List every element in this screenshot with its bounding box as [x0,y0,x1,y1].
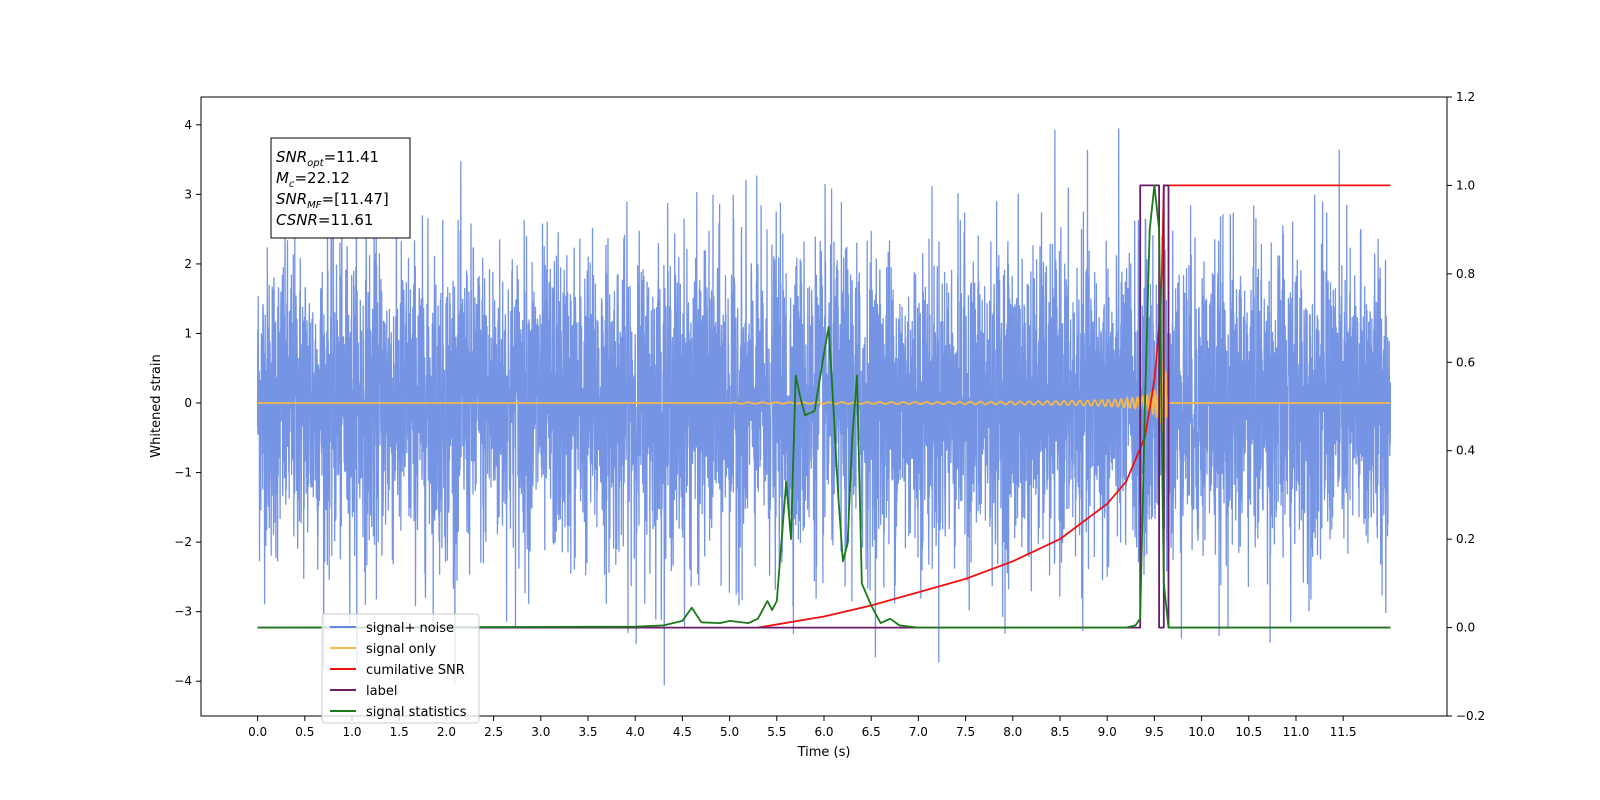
x-tick-label: 4.5 [673,725,692,739]
legend-entry-label: signal+ noise [366,621,454,636]
series-signal-only-line [257,235,1391,478]
y-tick-label: −2 [174,535,192,549]
x-tick-label: 3.0 [531,725,550,739]
series-signal-noise-line [256,128,1392,686]
x-tick-label: 4.0 [626,725,645,739]
legend-entry-label: cumilative SNR [366,663,465,678]
y2-tick-label: 0.8 [1456,267,1475,281]
info-annotation: SNRopt=11.41Mc=22.12SNRMF=[11.47]CSNR=11… [270,137,411,239]
x-tick-label: 11.5 [1330,725,1357,739]
legend-entry-label: signal only [366,642,436,657]
x-tick-label: 0.5 [295,725,314,739]
y-tick-label: −4 [174,674,192,688]
x-tick-label: 6.5 [862,725,881,739]
y-tick-label: −1 [174,466,192,480]
y-tick-label: 0 [184,396,192,410]
y-axis-label: Whitened strain [149,354,164,457]
info-box [270,137,411,239]
x-tick-label: 7.5 [956,725,975,739]
x-tick-label: 8.5 [1050,725,1069,739]
info-line: CSNR=11.61 [276,211,373,229]
info-line: SNRopt=11.41 [276,148,379,169]
x-axis: 0.0 0.5 1.0 1.5 2.0 2.5 3.0 3.5 4.0 4.5 5.0 5.5 6.0 6… [248,716,1357,739]
y2-tick-label: 1.2 [1456,90,1475,104]
series-signal-statistics-line [257,184,1391,629]
y2-tick-label: 0.6 [1456,355,1475,369]
x-tick-label: 3.5 [578,725,597,739]
x-tick-label: 10.0 [1188,725,1215,739]
x-tick-label: 9.5 [1145,725,1164,739]
y-tick-label: 2 [184,257,192,271]
y-tick-label: −3 [174,605,192,619]
x-tick-label: 10.5 [1235,725,1262,739]
y2-tick-label: 0.0 [1456,621,1475,635]
x-tick-label: 11.0 [1283,725,1310,739]
x-tick-label: 2.0 [437,725,456,739]
legend-entry-label: label [366,684,397,699]
x-tick-label: 7.0 [909,725,928,739]
y-tick-label: 4 [184,118,192,132]
x-tick-label: 1.5 [390,725,409,739]
y-axis-right: 1.2 1.0 0.8 0.6 0.4 0.2 0.0 −0.2 [1447,90,1485,723]
x-tick-label: 9.0 [1098,725,1117,739]
y-tick-label: 1 [184,326,192,340]
series-layer [256,128,1392,686]
y2-tick-label: −0.2 [1456,709,1485,723]
x-tick-label: 5.0 [720,725,739,739]
series-label-line [257,184,1391,629]
y2-tick-label: 0.4 [1456,444,1475,458]
y-tick-label: 3 [184,187,192,201]
legend-frame [321,613,480,724]
y2-tick-label: 0.2 [1456,532,1475,546]
legend: signal+ noise signal only cumilative SNR la… [321,613,480,724]
x-tick-label: 2.5 [484,725,503,739]
x-tick-label: 6.0 [814,725,833,739]
series-cumilative-snr-line [757,184,1391,629]
x-tick-label: 0.0 [248,725,267,739]
legend-entry-label: signal statistics [366,705,467,720]
info-line: SNRMF=[11.47] [276,190,389,211]
x-axis-label: Time (s) [797,745,851,760]
x-tick-label: 5.5 [767,725,786,739]
y-axis-left: 4 3 2 1 0 −1 −2 −3 −4 [174,118,201,688]
info-line: Mc=22.12 [276,169,350,190]
y2-tick-label: 1.0 [1456,178,1475,192]
x-tick-label: 8.0 [1003,725,1022,739]
x-tick-label: 1.0 [342,725,361,739]
